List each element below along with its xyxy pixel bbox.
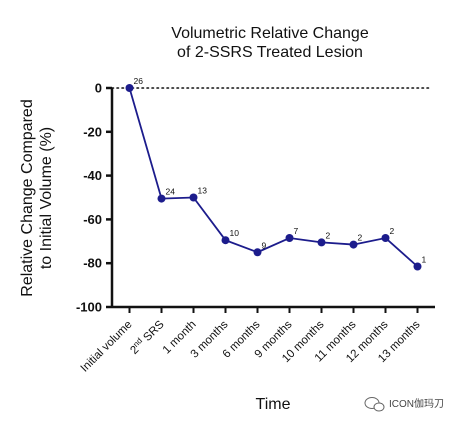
y-tick-label: -40	[83, 168, 102, 183]
watermark: ICON伽玛刀	[364, 397, 444, 412]
data-point-label: 9	[262, 240, 267, 250]
data-point-label: 13	[198, 186, 208, 196]
y-axis-title-line-1: Relative Change Compared	[19, 99, 36, 296]
data-point-label: 2	[390, 226, 395, 236]
data-point	[285, 234, 294, 243]
watermark-text: ICON伽玛刀	[389, 397, 444, 410]
data-point	[221, 236, 230, 245]
y-axis-title-line-2: to Initial Volume (%)	[38, 127, 55, 269]
x-axis-title: Time	[256, 396, 291, 413]
data-point	[381, 234, 390, 243]
y-tick-label: -20	[83, 124, 102, 139]
x-tick-label: Initial volume	[79, 319, 135, 375]
chat-bubble-icon	[364, 397, 385, 412]
data-point	[125, 84, 134, 92]
data-point-label: 10	[230, 228, 240, 238]
series-line	[128, 87, 419, 268]
data-point	[253, 248, 262, 257]
data-point-label: 2	[358, 233, 363, 243]
data-point-label: 26	[134, 76, 144, 86]
data-point-label: 24	[166, 187, 176, 197]
data-point	[413, 262, 422, 271]
y-axis-title: Relative Change Compared to Initial Volu…	[19, 99, 55, 296]
y-tick-label: -60	[83, 212, 102, 227]
chart-title-line-1: Volumetric Relative Change	[171, 25, 369, 42]
y-tick-label: -80	[83, 256, 102, 271]
y-tick-label: -100	[76, 300, 102, 315]
data-point	[317, 238, 326, 247]
y-tick-label: 0	[95, 81, 102, 96]
data-point	[189, 193, 198, 202]
x-tick-label: 2nd SRS	[127, 317, 167, 357]
data-point-label: 1	[422, 254, 427, 264]
data-point-label: 7	[294, 226, 299, 236]
chart-title: Volumetric Relative Change of 2-SSRS Tre…	[171, 25, 369, 61]
data-point	[349, 240, 358, 249]
data-point-label: 2	[326, 230, 331, 240]
data-point	[157, 194, 166, 203]
chart-title-line-2: of 2-SSRS Treated Lesion	[177, 44, 363, 61]
